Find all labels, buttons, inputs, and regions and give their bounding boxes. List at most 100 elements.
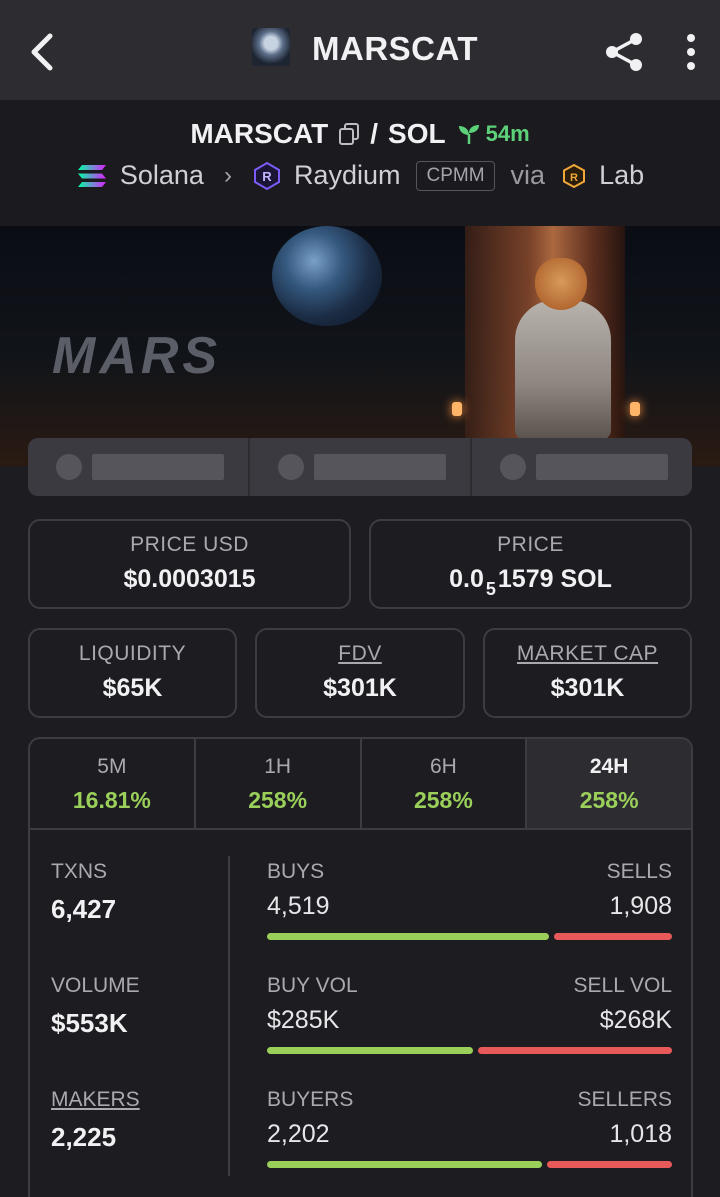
astronaut-cat-suit: [515, 300, 611, 440]
tab-label: 6H: [429, 755, 457, 778]
buy-sell-volume-stat: BUY VOL SELL VOL $285K $268K: [267, 974, 672, 1054]
stats-divider: [228, 856, 230, 1176]
pool-type-badge: CPMM: [416, 160, 495, 191]
price-native-value: 0.0 51579 SOL: [449, 565, 612, 599]
via-label: via: [510, 160, 546, 190]
timeframe-tabs: 5M 16.81% 1H 258% 6H 258% 24H 258%: [28, 737, 693, 830]
liquidity-label: LIQUIDITY: [78, 642, 187, 665]
pair-age-value: 54m: [485, 121, 530, 146]
sell-bar: [546, 1161, 672, 1168]
tab-label: 1H: [264, 755, 292, 778]
base-token: MARSCAT: [190, 118, 329, 149]
sell-vol-value: $268K: [599, 1006, 672, 1034]
social-link-placeholder[interactable]: [28, 438, 250, 496]
chevron-right-icon: ›: [223, 161, 232, 189]
banner-wordmark: MARS: [52, 327, 222, 385]
buyers-value: 2,202: [267, 1120, 330, 1148]
buys-value: 4,519: [267, 892, 330, 920]
price-native-card: PRICE 0.0 51579 SOL: [369, 519, 692, 609]
transaction-stats: TXNS 6,427 VOLUME $553K MAKERS 2,225 BUY…: [28, 828, 693, 1197]
tab-5m[interactable]: 5M 16.81%: [30, 739, 196, 830]
tab-change: 258%: [579, 787, 639, 813]
tab-1h[interactable]: 1H 258%: [196, 739, 362, 830]
buy-vol-value: $285K: [267, 1006, 340, 1034]
quote-token: SOL: [388, 118, 446, 149]
planet-graphic: [272, 226, 382, 326]
pair-header: MARSCAT / SOL 54m Solana › R Raydium CPM…: [0, 100, 720, 226]
tab-change: 258%: [413, 787, 473, 813]
price-usd-card: PRICE USD $0.0003015: [28, 519, 351, 609]
social-links: [28, 438, 692, 496]
buy-vol-label: BUY VOL: [267, 974, 358, 997]
liquidity-value: $65K: [102, 674, 163, 702]
tab-6h[interactable]: 6H 258%: [362, 739, 528, 830]
sellers-value: 1,018: [609, 1120, 672, 1148]
sell-bar: [554, 933, 672, 940]
sells-label: SELLS: [606, 860, 672, 883]
market-cap-value: $301K: [550, 674, 625, 702]
buyers-sellers-stat: BUYERS SELLERS 2,202 1,018: [267, 1088, 672, 1168]
raydium-icon: R: [253, 161, 280, 190]
social-link-placeholder[interactable]: [472, 438, 692, 496]
share-icon[interactable]: [602, 30, 646, 74]
pair-age: 54m: [456, 121, 530, 147]
buyers-label: BUYERS: [267, 1088, 354, 1111]
volume-label: VOLUME: [51, 974, 140, 997]
txns-label: TXNS: [51, 860, 108, 883]
chain-name[interactable]: Solana: [119, 160, 204, 190]
volume-ratio-bar: [267, 1047, 672, 1054]
liquidity-card: LIQUIDITY $65K: [28, 628, 237, 718]
launchpad-name[interactable]: Lab: [599, 160, 645, 190]
txns-stat: TXNS 6,427: [51, 860, 116, 925]
volume-value: $553K: [51, 1008, 128, 1038]
txns-value: 6,427: [51, 894, 117, 924]
price-usd-label: PRICE USD: [130, 533, 249, 556]
price-native-label: PRICE: [497, 533, 564, 556]
token-avatar: [252, 28, 290, 66]
market-cap-label[interactable]: MARKET CAP: [516, 642, 659, 665]
buys-sells-stat: BUYS SELLS 4,519 1,908: [267, 860, 672, 940]
fdv-label[interactable]: FDV: [338, 642, 382, 665]
lab-icon: R: [563, 163, 586, 188]
light-graphic: [630, 402, 640, 416]
makers-stat: MAKERS 2,225: [51, 1088, 140, 1153]
app-title: MARSCAT: [312, 30, 479, 67]
buy-bar: [267, 933, 550, 940]
pair-separator: /: [370, 118, 379, 149]
buy-bar: [267, 1161, 542, 1168]
tab-change: 258%: [248, 787, 308, 813]
back-arrow-icon: [31, 33, 53, 71]
buys-label: BUYS: [267, 860, 325, 883]
makers-value: 2,225: [51, 1122, 117, 1152]
makers-label[interactable]: MAKERS: [51, 1088, 140, 1111]
sellers-label: SELLERS: [577, 1088, 672, 1111]
sell-bar: [478, 1047, 672, 1054]
token-banner: MARS: [0, 226, 720, 466]
price-usd-value: $0.0003015: [123, 565, 256, 593]
astronaut-cat-head: [535, 258, 587, 310]
buy-bar: [267, 1047, 474, 1054]
volume-stat: VOLUME $553K: [51, 974, 140, 1039]
fdv-card: FDV $301K: [255, 628, 465, 718]
sells-value: 1,908: [609, 892, 672, 920]
light-graphic: [452, 402, 462, 416]
back-button[interactable]: [22, 28, 62, 76]
dex-name[interactable]: Raydium: [293, 160, 401, 190]
copy-icon[interactable]: [338, 122, 360, 146]
app-bar: MARSCAT: [0, 0, 720, 100]
market-cap-card: MARKET CAP $301K: [483, 628, 692, 718]
more-vert-icon[interactable]: [676, 30, 706, 74]
tab-24h[interactable]: 24H 258%: [527, 739, 691, 830]
buyers-ratio-bar: [267, 1161, 672, 1168]
seedling-icon: [458, 125, 479, 144]
svg-text:R: R: [262, 169, 272, 184]
buys-sells-ratio-bar: [267, 933, 672, 940]
tab-change: 16.81%: [72, 787, 151, 813]
tab-label: 5M: [97, 755, 127, 778]
social-link-placeholder[interactable]: [250, 438, 472, 496]
svg-text:R: R: [570, 172, 578, 184]
sell-vol-label: SELL VOL: [573, 974, 672, 997]
solana-icon: [77, 164, 106, 187]
tab-label: 24H: [589, 755, 629, 778]
fdv-value: $301K: [323, 674, 397, 702]
